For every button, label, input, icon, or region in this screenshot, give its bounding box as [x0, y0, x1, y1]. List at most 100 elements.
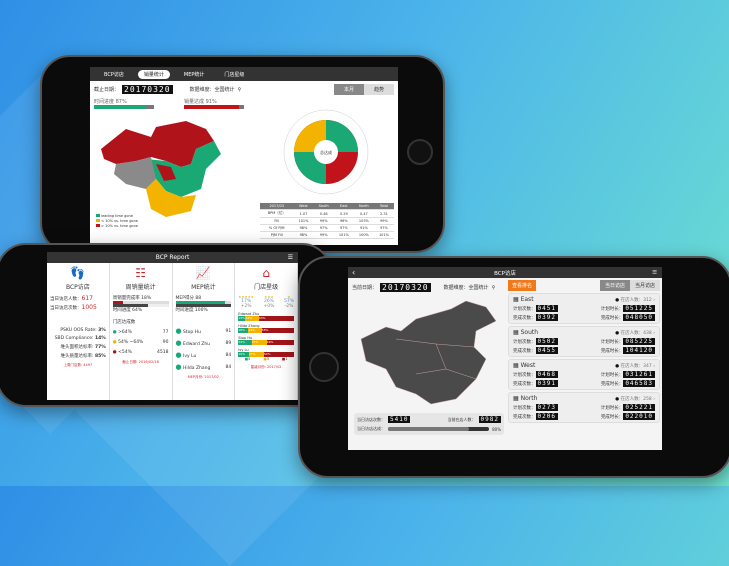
person-icon: ● — [615, 330, 620, 336]
seg-3: 27% — [251, 340, 267, 345]
sales-screen: BCP访店 销量统计 MEP统计 门店星级 截止日期： 20170320 数据维… — [90, 67, 398, 245]
list-item[interactable]: ● Hilda Zhang 84 — [176, 363, 232, 371]
table-cell: 0.47 — [353, 209, 374, 218]
table-cell: 2.31 — [373, 209, 394, 218]
daily-toggle[interactable]: 当日访店 — [599, 280, 630, 291]
stat-value: 617 — [81, 295, 93, 302]
region-card-west[interactable]: ▦ West ● 在店人数：347 › 计划次数： 0468 计划时长： 031261 … — [508, 359, 660, 390]
region-card-east[interactable]: ▦ East ● 在店人数：312 › 计划次数： 0451 计划时长： 051225 … — [508, 293, 660, 324]
menu-icon[interactable]: ☰ — [287, 254, 293, 261]
region-card-south[interactable]: ▦ South ● 在店人数：438 › 计划次数： 0502 计划时长： 085225… — [508, 326, 660, 357]
seg-3: 24% — [248, 328, 262, 333]
home-button[interactable] — [309, 352, 339, 382]
table-cell: 99% — [313, 231, 334, 239]
list-item[interactable]: ● Stop Hu 91 — [176, 327, 232, 335]
list-item[interactable]: ● Ivy Lu 84 — [176, 351, 232, 359]
column-footer: 上周门店数: 4497 — [63, 363, 93, 367]
home-button[interactable] — [407, 139, 433, 165]
china-sales-map[interactable] — [96, 119, 226, 219]
table-row: Fill 101% 99% 96% 103% 99% — [260, 217, 394, 225]
item-label: >64% — [118, 330, 132, 335]
person-score: 91 — [225, 328, 232, 334]
map-legend: leading time gone < 10% vs. time gone > … — [96, 214, 138, 229]
month-toggle[interactable]: 本月 — [333, 84, 364, 95]
legend-5: 5 — [248, 357, 251, 361]
list-item[interactable]: ● Edward Zhu 89 — [176, 339, 232, 347]
monthly-toggle[interactable]: 当月访店 — [629, 280, 660, 291]
bar2 — [175, 304, 232, 307]
building-icon: ▦ — [513, 362, 519, 369]
table-cell: 101% — [373, 231, 394, 239]
search-icon[interactable]: ⚲ — [491, 284, 496, 291]
people-count: 在店人数：312 — [620, 297, 652, 303]
column-footer: 截止日期: 2016/02/18 — [122, 360, 159, 364]
item-value: 90 — [162, 340, 169, 345]
tab-bar: BCP访店 销量统计 MEP统计 门店星级 — [90, 67, 398, 81]
person-name: Hilda Zhang — [183, 366, 211, 371]
time-progress-label: 时间进度 87% — [94, 99, 127, 105]
left-phone: BCP Report ☰ 👣 BCP访店 当日访店人数：617 当日访店次数：1005… — [0, 243, 332, 407]
back-icon[interactable]: ‹ — [352, 268, 356, 277]
column-footer: MEP月份: 2017/02 — [187, 375, 219, 379]
report-column[interactable]: ⌂ 门店星级 ★★★★★ 17% +2% ★★★ 26% +0% ★ 57% -2% Edward Z… — [235, 263, 298, 400]
star-pct: 17% — [241, 299, 252, 304]
bar1-label: MEP得分 88 — [175, 296, 202, 301]
tab-mep[interactable]: MEP统计 — [183, 71, 205, 78]
top-phone: BCP访店 销量统计 MEP统计 门店星级 截止日期： 20170320 数据维… — [40, 55, 445, 253]
item-label: <54% — [118, 350, 132, 355]
date-value[interactable]: 20170320 — [380, 283, 431, 292]
tab-store-rating[interactable]: 门店星级 — [224, 71, 245, 78]
region-card-north[interactable]: ▦ North ● 在店人数：258 › 计划次数： 0273 计划时长： 025221… — [508, 392, 660, 423]
menu-icon[interactable]: ☰ — [652, 269, 657, 276]
table-cell: PJM Fill — [260, 231, 294, 239]
sales-progress-label: 销量达成 91% — [184, 99, 217, 105]
star-delta: -2% — [284, 304, 294, 309]
trend-toggle[interactable]: 趋势 — [363, 84, 394, 95]
table-row: BPM（亿） 1.07 0.48 0.29 0.47 2.31 — [260, 209, 394, 218]
star-distribution-bar: 13% 24% 63% — [238, 316, 294, 321]
person-icon: ● — [615, 396, 620, 402]
report-column[interactable]: 👣 BCP访店 当日访店人数：617 当日访店次数：1005 PSKU OOS Rate… — [47, 263, 110, 400]
table-header-cell: West — [293, 203, 314, 210]
region-wheel-chart[interactable]: 总达成 — [276, 105, 376, 199]
table-cell: 97% — [333, 224, 354, 232]
person-name: Hilda Zhang — [238, 324, 260, 328]
building-icon: ▦ — [513, 296, 519, 303]
done-label: 完成次数： — [513, 382, 536, 387]
region-name: West — [520, 362, 536, 369]
tab-bcp[interactable]: BCP访店 — [104, 71, 124, 78]
report-column[interactable]: ☷ 周销量统计 周销量完成率 18% 时间进度 64% 门店达成数 ● >64% 77 ● 5… — [110, 263, 173, 400]
planned-time-label: 计划时长： — [600, 307, 624, 312]
report-screen: BCP Report ☰ 👣 BCP访店 当日访店人数：617 当日访店次数：1005… — [47, 252, 298, 400]
star-delta: +2% — [240, 304, 252, 309]
region-name: North — [520, 395, 538, 402]
time-progress-bar — [94, 105, 154, 109]
planned-time-label: 计划时长： — [600, 373, 624, 378]
planned-count: 0451 — [535, 305, 558, 312]
region-name: South — [520, 329, 539, 336]
date-value[interactable]: 20170320 — [122, 85, 173, 94]
stat-label: 当日访店次数： — [50, 306, 82, 311]
ranking-button[interactable]: 查看排名 — [508, 280, 537, 291]
people-value: 0982 — [478, 416, 501, 423]
people-label: 当前在店人数： — [447, 416, 476, 422]
table-cell: 99% — [313, 217, 334, 225]
date-label: 截止日期： — [94, 87, 120, 93]
date-label: 当前日期： — [352, 285, 378, 291]
done-count: 0206 — [535, 413, 558, 420]
done-label: 完成次数： — [513, 349, 536, 354]
report-column[interactable]: 📈 MEP统计 MEP得分 88 时间进度 100% ● Stop Hu 91 ● Edwa… — [173, 263, 236, 400]
star-distribution-bar: 18% 24% 58% — [238, 328, 294, 333]
china-visit-map[interactable] — [356, 299, 506, 409]
building-icon: ▦ — [513, 395, 519, 402]
kpi-value: 3% — [98, 328, 106, 333]
item-value: 77 — [162, 330, 169, 335]
done-label: 完成次数： — [513, 316, 536, 321]
search-icon[interactable]: ⚲ — [237, 86, 242, 93]
star-delta: +0% — [263, 304, 275, 309]
tab-sales[interactable]: 销量统计 — [137, 69, 170, 79]
kpi-value: 14% — [94, 336, 106, 341]
footprint-icon: 👣 — [70, 266, 86, 280]
table-cell: 101% — [293, 217, 314, 225]
legend-1: 1 — [285, 357, 288, 361]
